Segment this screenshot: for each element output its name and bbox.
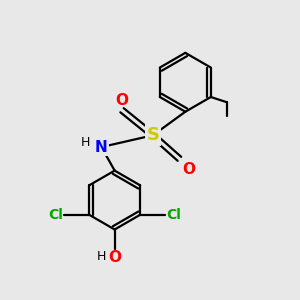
Text: O: O <box>108 250 121 265</box>
Text: H: H <box>97 250 106 263</box>
Text: Cl: Cl <box>167 208 182 222</box>
Text: O: O <box>116 93 128 108</box>
Text: O: O <box>182 162 195 177</box>
Text: Cl: Cl <box>48 208 63 222</box>
Text: S: S <box>146 126 159 144</box>
Text: N: N <box>95 140 108 154</box>
Text: H: H <box>80 136 90 149</box>
